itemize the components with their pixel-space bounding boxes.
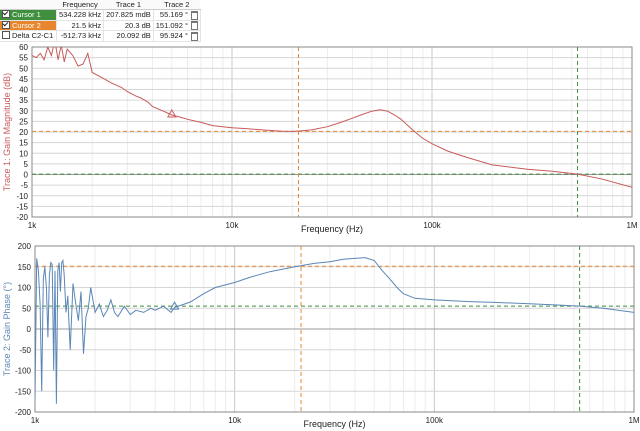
delta-row[interactable]: Delta C2-C1 -512.73 kHz 20.092 dB 95.924…	[0, 30, 201, 42]
cursor-1-checkbox[interactable]	[2, 10, 10, 19]
x-tick-label: 100k	[423, 221, 441, 230]
y-tick-label: -10	[16, 192, 28, 201]
cursor-table: Frequency Trace 1 Trace 2 Cursor 1 534.2…	[0, 0, 201, 42]
plot-border	[34, 245, 635, 413]
delta-trace2-cell: 95.924 °	[153, 30, 201, 42]
header-frequency: Frequency	[56, 0, 104, 10]
y-tick-label: -100	[15, 367, 32, 376]
y-tick-label: 25	[19, 117, 28, 126]
cursor-row-1[interactable]: Cursor 1 534.228 kHz 207.825 mdB 55.169 …	[0, 9, 201, 21]
y-tick-label: 150	[18, 263, 32, 272]
y-tick-label: -50	[19, 346, 31, 355]
cursor-2-frequency: 21.5 kHz	[56, 20, 105, 32]
cursor-1-trace2-cell: 55.169 °	[153, 9, 201, 21]
y-tick-label: -15	[16, 202, 28, 211]
y-tick-label: -150	[15, 387, 32, 396]
y-tick-label: -20	[16, 213, 28, 222]
x-tick-label: 10k	[226, 221, 240, 230]
cursor-table-header: Frequency Trace 1 Trace 2	[0, 0, 201, 10]
y-tick-label: 40	[19, 86, 28, 95]
cursor-2-trace2: 151.092 °	[155, 20, 188, 30]
y-tick-label: 30	[19, 107, 28, 116]
x-tick-label: 1k	[28, 221, 37, 230]
cursor-1-name: Cursor 1	[12, 10, 41, 20]
y-axis-label: Trace 1: Gain Magnitude (dB)	[2, 73, 12, 191]
x-tick-label: 10k	[228, 416, 242, 425]
header-trace1: Trace 1	[103, 0, 154, 10]
y-tick-label: 50	[22, 304, 31, 313]
y-tick-label: 10	[19, 149, 28, 158]
x-axis-label: Frequency (Hz)	[303, 419, 365, 429]
cursor-row-2[interactable]: Cursor 2 21.5 kHz 20.3 dB 151.092 °	[0, 20, 201, 32]
y-tick-label: 45	[19, 75, 28, 84]
delta-name: Delta C2-C1	[12, 31, 54, 41]
cursor-2-checkbox[interactable]	[2, 20, 10, 29]
y-tick-label: 50	[19, 64, 28, 73]
x-tick-label: 1k	[31, 416, 40, 425]
y-tick-label: -200	[15, 408, 32, 417]
cursor-1-frequency: 534.228 kHz	[56, 9, 105, 21]
y-tick-label: 200	[18, 242, 32, 251]
cursor-1-trace2: 55.169 °	[159, 10, 188, 19]
y-tick-label: 0	[24, 171, 29, 180]
delta-name-cell[interactable]: Delta C2-C1	[0, 30, 57, 42]
y-tick-label: 15	[19, 139, 28, 148]
series-line-phase	[35, 257, 634, 404]
x-tick-label: 1M	[626, 221, 637, 230]
cursor-2-name-cell[interactable]: Cursor 2	[0, 20, 57, 32]
marker-triangle-icon[interactable]	[166, 108, 177, 118]
y-tick-label: 5	[24, 160, 29, 169]
cursor-2-delete-icon[interactable]	[190, 21, 198, 31]
header-name	[0, 0, 57, 10]
delta-delete-icon[interactable]	[190, 31, 198, 41]
y-tick-label: 100	[18, 284, 32, 293]
y-tick-label: 20	[19, 128, 28, 137]
cursor-2-name: Cursor 2	[12, 20, 41, 30]
y-tick-label: -5	[21, 181, 29, 190]
series-line-mag	[32, 47, 632, 188]
cursor-1-name-cell[interactable]: Cursor 1	[0, 9, 57, 21]
delta-frequency: -512.73 kHz	[56, 30, 105, 42]
y-tick-label: 60	[19, 43, 28, 52]
y-tick-label: 0	[27, 325, 32, 334]
x-tick-label: 1M	[628, 416, 639, 425]
cursor-1-delete-icon[interactable]	[190, 10, 198, 20]
cursor-2-trace2-cell: 151.092 °	[153, 20, 201, 32]
x-axis-label: Frequency (Hz)	[301, 224, 363, 234]
marker-triangle-icon[interactable]	[169, 301, 180, 310]
header-trace2: Trace 2	[153, 0, 201, 10]
delta-checkbox[interactable]	[2, 31, 10, 40]
delta-trace1: 20.092 dB	[103, 30, 154, 42]
cursor-2-trace1: 20.3 dB	[103, 20, 154, 32]
x-tick-label: 100k	[426, 416, 444, 425]
cursor-1-trace1: 207.825 mdB	[103, 9, 154, 21]
y-tick-label: 55	[19, 54, 28, 63]
y-tick-label: 35	[19, 96, 28, 105]
delta-trace2: 95.924 °	[159, 31, 188, 41]
plot-border	[31, 46, 633, 218]
y-axis-label: Trace 2: Gain Phase (°)	[2, 282, 12, 376]
